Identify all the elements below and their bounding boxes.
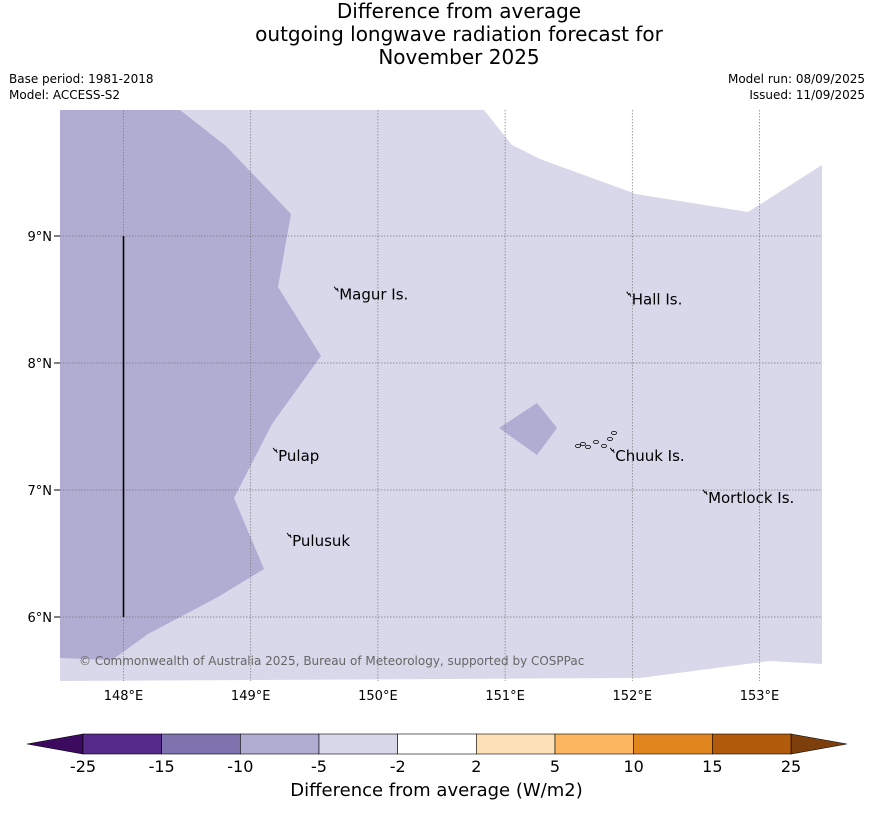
base-period-text: Base period: 1981-2018 (9, 72, 154, 86)
colorbar-tick-label: 2 (471, 757, 481, 776)
meta-left: Base period: 1981-2018 Model: ACCESS-S2 (9, 71, 154, 103)
island-outline (702, 489, 708, 495)
copyright-text: © Commonwealth of Australia 2025, Bureau… (79, 654, 584, 668)
atoll-outline (575, 443, 581, 448)
colorbar-segment (554, 733, 634, 755)
lon-tick-label: 149°E (231, 689, 271, 704)
lat-tick-label: 6°N (28, 611, 53, 626)
colorbar-tick-label: 25 (781, 757, 801, 776)
colorbar-tick-label: -10 (227, 757, 253, 776)
colorbar-segment (318, 733, 398, 755)
title-line-1: Difference from average (336, 0, 582, 23)
island-outline (333, 286, 339, 292)
colorbar-tick-label: 5 (550, 757, 560, 776)
meta-right: Model run: 08/09/2025 Issued: 11/09/2025 (728, 71, 865, 103)
colorbar-tick-label: 15 (702, 757, 722, 776)
colorbar-under-arrow (26, 733, 84, 755)
lon-tick-label: 152°E (613, 689, 653, 704)
title-line-2: outgoing longwave radiation forecast for (255, 22, 663, 46)
colorbar-over-arrow (790, 733, 848, 755)
title-line-3: November 2025 (378, 45, 540, 69)
model-text: Model: ACCESS-S2 (9, 88, 121, 102)
place-label: Mortlock Is. (708, 489, 794, 507)
shading-mid-patch-east (499, 403, 557, 455)
colorbar-segment (397, 733, 477, 755)
shading-mid-region-west (60, 110, 321, 660)
lat-tick-label: 9°N (28, 230, 53, 245)
colorbar-tick-label: -25 (70, 757, 96, 776)
colorbar-segment (82, 733, 162, 755)
place-label: Pulusuk (292, 532, 350, 550)
place-label: Magur Is. (339, 286, 408, 304)
model-run-text: Model run: 08/09/2025 (727, 72, 865, 86)
lon-tick-label: 148°E (104, 689, 144, 704)
colorbar-tick-label: 10 (623, 757, 643, 776)
lon-tick-label: 150°E (358, 689, 398, 704)
lon-tick-label: 153°E (740, 689, 780, 704)
lat-tick-label: 8°N (28, 357, 53, 372)
colorbar-segment (633, 733, 713, 755)
colorbar-tick-label: -2 (390, 757, 406, 776)
island-outline (272, 447, 278, 454)
colorbar-tick-label: -5 (311, 757, 327, 776)
colorbar-segment (476, 733, 556, 755)
atoll-outline (607, 436, 613, 441)
place-label: Hall Is. (632, 291, 683, 309)
colorbar-label: Difference from average (W/m2) (290, 780, 583, 801)
colorbar-segment (712, 733, 792, 755)
lat-tick-label: 7°N (28, 484, 53, 499)
colorbar-segment (240, 733, 320, 755)
issued-text: Issued: 11/09/2025 (749, 88, 865, 102)
place-label: Pulap (278, 447, 319, 465)
colorbar-tick-label: -15 (149, 757, 175, 776)
atoll-outline (593, 439, 599, 444)
island-outline (626, 291, 632, 297)
atoll-outline (580, 441, 586, 446)
atoll-outline (611, 430, 617, 435)
chart-title: Difference from average outgoing longwav… (0, 0, 873, 69)
colorbar-segment (161, 733, 241, 755)
place-label: Chuuk Is. (615, 447, 684, 465)
island-outline (609, 447, 615, 454)
island-outline (286, 532, 292, 539)
atoll-outline (601, 443, 607, 448)
lon-tick-label: 151°E (485, 689, 525, 704)
atoll-outline (585, 444, 591, 449)
